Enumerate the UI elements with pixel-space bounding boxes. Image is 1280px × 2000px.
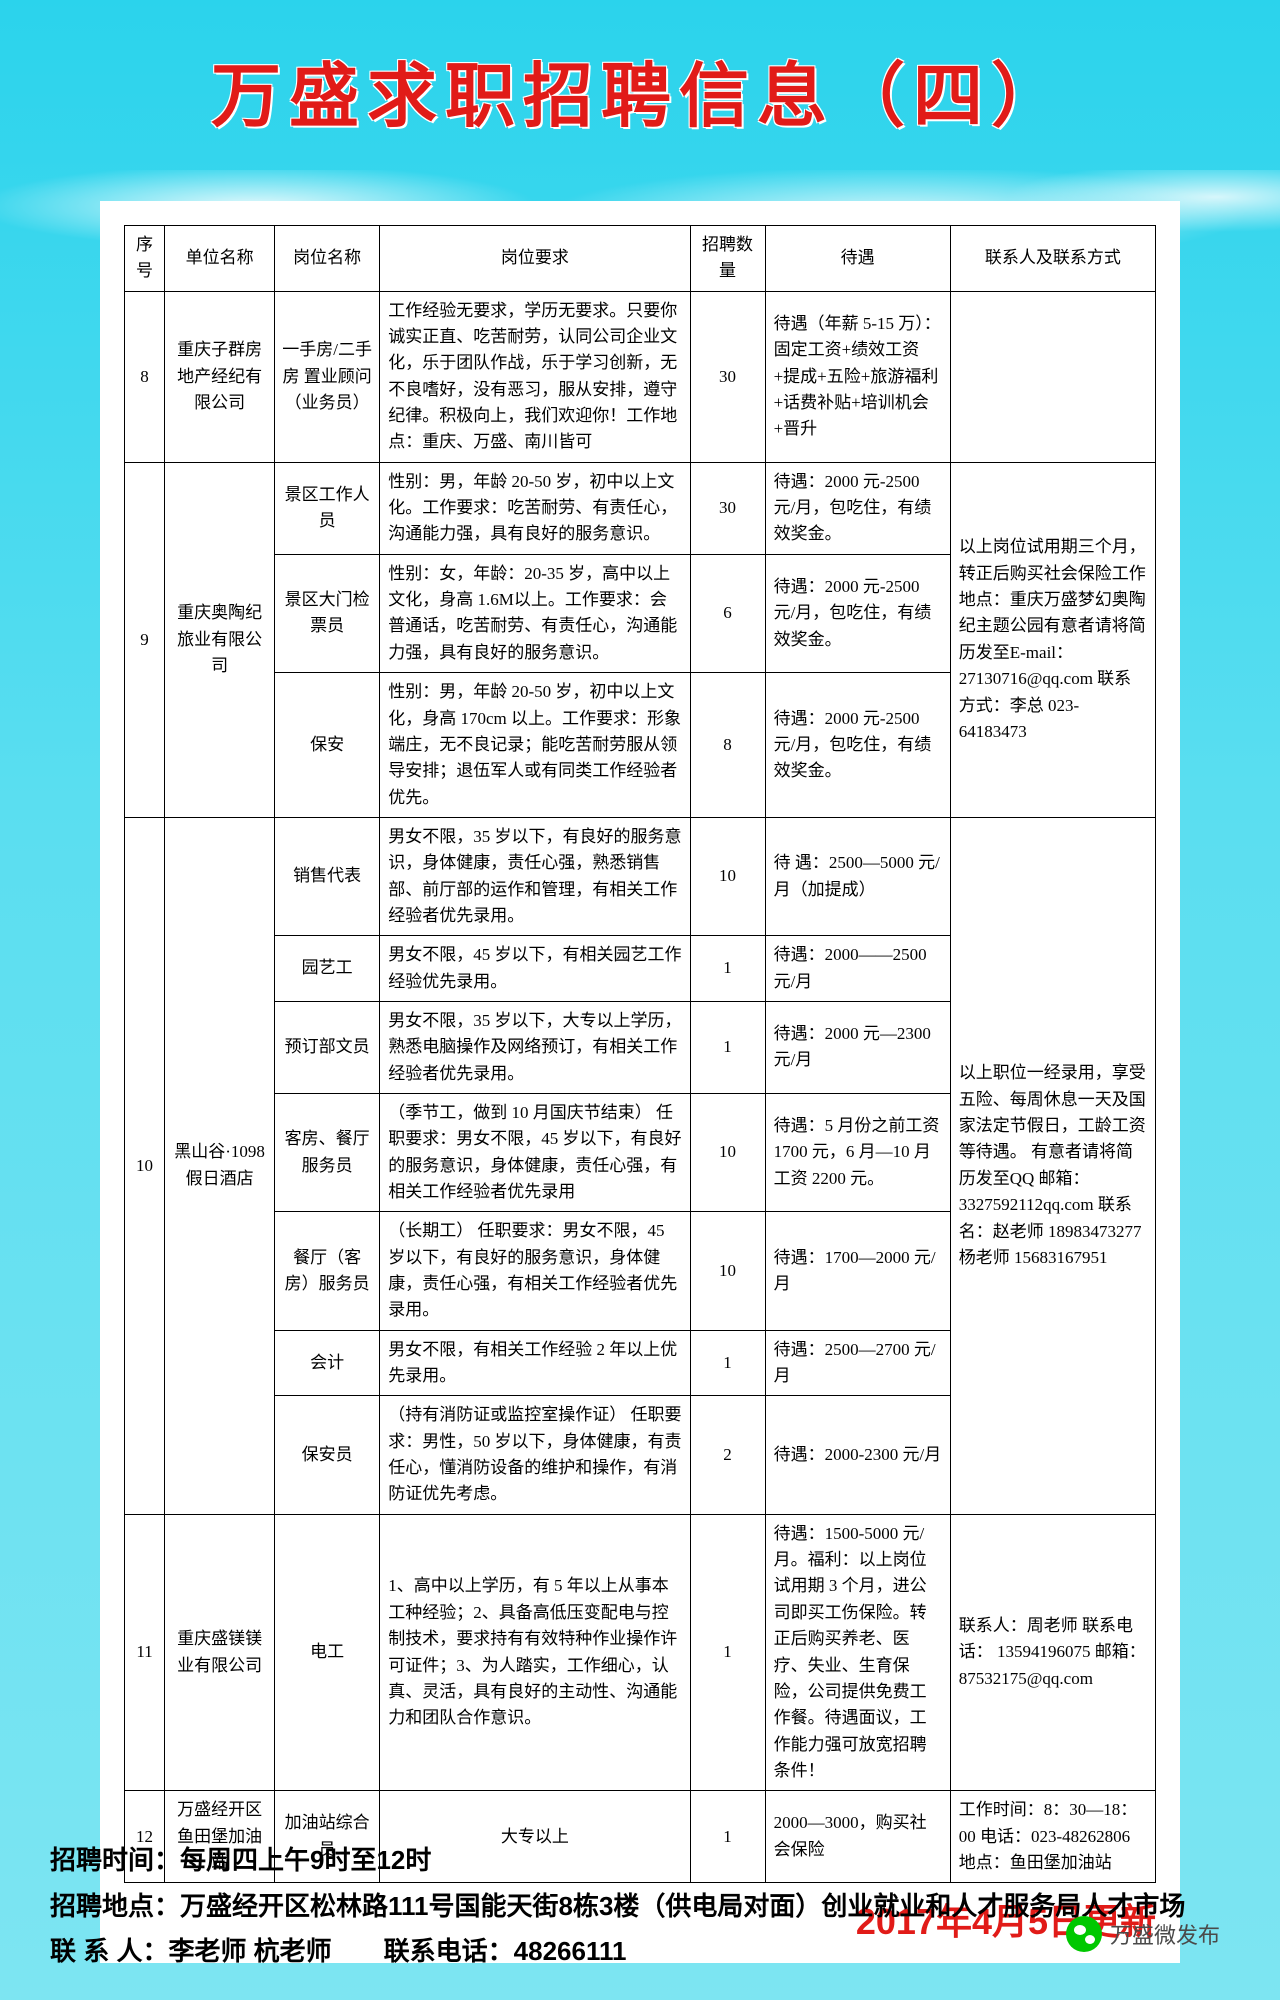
cell-pay: 待遇：1500-5000 元/月。福利：以上岗位试用期 3 个月，进公司即买工伤… (765, 1514, 950, 1790)
table-row: 9 重庆奥陶纪旅业有限公司 景区工作人员 性别：男，年龄 20-50 岁，初中以… (125, 462, 1156, 554)
table-row: 8 重庆子群房地产经纪有限公司 一手房/二手房 置业顾问（业务员） 工作经验无要… (125, 291, 1156, 462)
cell-number: 1 (690, 936, 765, 1002)
cell-idx: 11 (125, 1514, 165, 1790)
cell-number: 30 (690, 462, 765, 554)
header-contact: 联系人及联系方式 (950, 226, 1155, 292)
cell-pay: 待遇：2000 元—2300 元/月 (765, 1001, 950, 1093)
cell-number: 10 (690, 1093, 765, 1211)
cell-requirement: 男女不限，有相关工作经验 2 年以上优先录用。 (380, 1330, 690, 1396)
cell-pay: 待 遇：2500—5000 元/月（加提成） (765, 817, 950, 935)
cell-number: 30 (690, 291, 765, 462)
cell-position: 餐厅（客房）服务员 (275, 1212, 380, 1330)
cell-contact: 联系人：周老师 联系电话： 13594196075 邮箱： 87532175@q… (950, 1514, 1155, 1790)
wechat-tag: 万盛微发布 (1066, 1916, 1220, 1952)
header-idx: 序号 (125, 226, 165, 292)
cell-requirement: 男女不限，35 岁以下，大专以上学历，熟悉电脑操作及网络预订，有相关工作经验者优… (380, 1001, 690, 1093)
cell-contact: 以上职位一经录用，享受五险、每周休息一天及国家法定节假日，工龄工资等待遇。 有意… (950, 817, 1155, 1514)
cell-requirement: 性别：男，年龄 20-50 岁，初中以上文化，身高 170cm 以上。工作要求：… (380, 673, 690, 818)
cell-requirement: 性别：女，年龄：20-35 岁，高中以上文化，身高 1.6M以上。工作要求：会普… (380, 554, 690, 672)
cell-position: 一手房/二手房 置业顾问（业务员） (275, 291, 380, 462)
job-table: 序号 单位名称 岗位名称 岗位要求 招聘数量 待遇 联系人及联系方式 8 重庆子… (124, 225, 1156, 1883)
cell-pay: 待遇（年薪 5-15 万）：固定工资+绩效工资+提成+五险+旅游福利+话费补贴+… (765, 291, 950, 462)
cell-position: 预订部文员 (275, 1001, 380, 1093)
cell-number: 1 (690, 1001, 765, 1093)
table-row: 11 重庆盛镁镁业有限公司 电工 1、高中以上学历，有 5 年以上从事本工种经验… (125, 1514, 1156, 1790)
cell-position: 销售代表 (275, 817, 380, 935)
wechat-name: 万盛微发布 (1110, 1918, 1220, 1950)
cell-contact (950, 291, 1155, 462)
cell-number: 6 (690, 554, 765, 672)
page-title: 万盛求职招聘信息（四） (0, 0, 1280, 141)
cell-number: 8 (690, 673, 765, 818)
cell-position: 保安员 (275, 1396, 380, 1514)
cell-idx: 10 (125, 817, 165, 1514)
sheet-container: 序号 单位名称 岗位名称 岗位要求 招聘数量 待遇 联系人及联系方式 8 重庆子… (100, 201, 1180, 1963)
cell-company: 重庆子群房地产经纪有限公司 (165, 291, 275, 462)
cell-position: 园艺工 (275, 936, 380, 1002)
cell-number: 10 (690, 1212, 765, 1330)
cell-pay: 待遇：2500—2700 元/月 (765, 1330, 950, 1396)
footer: 招聘时间：每周四上午9时至12时 招聘地点：万盛经开区松林路111号国能天街8栋… (50, 1840, 1230, 1977)
cell-position: 电工 (275, 1514, 380, 1790)
cell-position: 客房、餐厅服务员 (275, 1093, 380, 1211)
cell-pay: 待遇：2000 元-2500 元/月，包吃住，有绩效奖金。 (765, 462, 950, 554)
wechat-icon (1066, 1916, 1102, 1952)
cell-pay: 待遇：5 月份之前工资 1700 元，6 月—10 月工资 2200 元。 (765, 1093, 950, 1211)
cell-pay: 待遇：2000 元-2500 元/月，包吃住，有绩效奖金。 (765, 554, 950, 672)
cell-idx: 9 (125, 462, 165, 817)
header-position: 岗位名称 (275, 226, 380, 292)
cell-position: 景区大门检票员 (275, 554, 380, 672)
cell-number: 1 (690, 1330, 765, 1396)
cell-pay: 待遇：1700—2000 元/月 (765, 1212, 950, 1330)
header-pay: 待遇 (765, 226, 950, 292)
cell-requirement: （长期工） 任职要求：男女不限，45 岁以下，有良好的服务意识，身体健康，责任心… (380, 1212, 690, 1330)
cell-pay: 待遇：2000——2500 元/月 (765, 936, 950, 1002)
cell-requirement: （持有消防证或监控室操作证） 任职要求：男性，50 岁以下，身体健康，有责任心，… (380, 1396, 690, 1514)
cell-contact: 以上岗位试用期三个月，转正后购买社会保险工作地点：重庆万盛梦幻奥陶纪主题公园有意… (950, 462, 1155, 817)
cell-number: 10 (690, 817, 765, 935)
cell-position: 景区工作人员 (275, 462, 380, 554)
cell-number: 1 (690, 1514, 765, 1790)
footer-line-contact: 联 系 人：李老师 杭老师 联系电话：48266111 (50, 1931, 1230, 1973)
cell-requirement: 男女不限，35 岁以下，有良好的服务意识，身体健康，责任心强，熟悉销售部、前厅部… (380, 817, 690, 935)
cell-position: 保安 (275, 673, 380, 818)
cell-requirement: （季节工，做到 10 月国庆节结束） 任职要求：男女不限，45 岁以下，有良好的… (380, 1093, 690, 1211)
table-row: 10 黑山谷·1098 假日酒店 销售代表 男女不限，35 岁以下，有良好的服务… (125, 817, 1156, 935)
cell-company: 黑山谷·1098 假日酒店 (165, 817, 275, 1514)
table-header-row: 序号 单位名称 岗位名称 岗位要求 招聘数量 待遇 联系人及联系方式 (125, 226, 1156, 292)
cell-number: 2 (690, 1396, 765, 1514)
cell-position: 会计 (275, 1330, 380, 1396)
cell-requirement: 1、高中以上学历，有 5 年以上从事本工种经验；2、具备高低压变配电与控制技术，… (380, 1514, 690, 1790)
cell-requirement: 男女不限，45 岁以下，有相关园艺工作经验优先录用。 (380, 936, 690, 1002)
footer-line-address: 招聘地点：万盛经开区松林路111号国能天街8栋3楼（供电局对面）创业就业和人才服… (50, 1886, 1230, 1928)
cell-requirement: 工作经验无要求，学历无要求。只要你诚实正直、吃苦耐劳，认同公司企业文化，乐于团队… (380, 291, 690, 462)
cell-idx: 8 (125, 291, 165, 462)
cell-company: 重庆奥陶纪旅业有限公司 (165, 462, 275, 817)
header-requirement: 岗位要求 (380, 226, 690, 292)
header-company: 单位名称 (165, 226, 275, 292)
footer-line-time: 招聘时间：每周四上午9时至12时 (50, 1840, 1230, 1882)
header-number: 招聘数量 (690, 226, 765, 292)
cell-pay: 待遇：2000-2300 元/月 (765, 1396, 950, 1514)
cell-pay: 待遇：2000 元-2500 元/月，包吃住，有绩效奖金。 (765, 673, 950, 818)
cell-company: 重庆盛镁镁业有限公司 (165, 1514, 275, 1790)
cell-requirement: 性别：男，年龄 20-50 岁，初中以上文化。工作要求：吃苦耐劳、有责任心，沟通… (380, 462, 690, 554)
